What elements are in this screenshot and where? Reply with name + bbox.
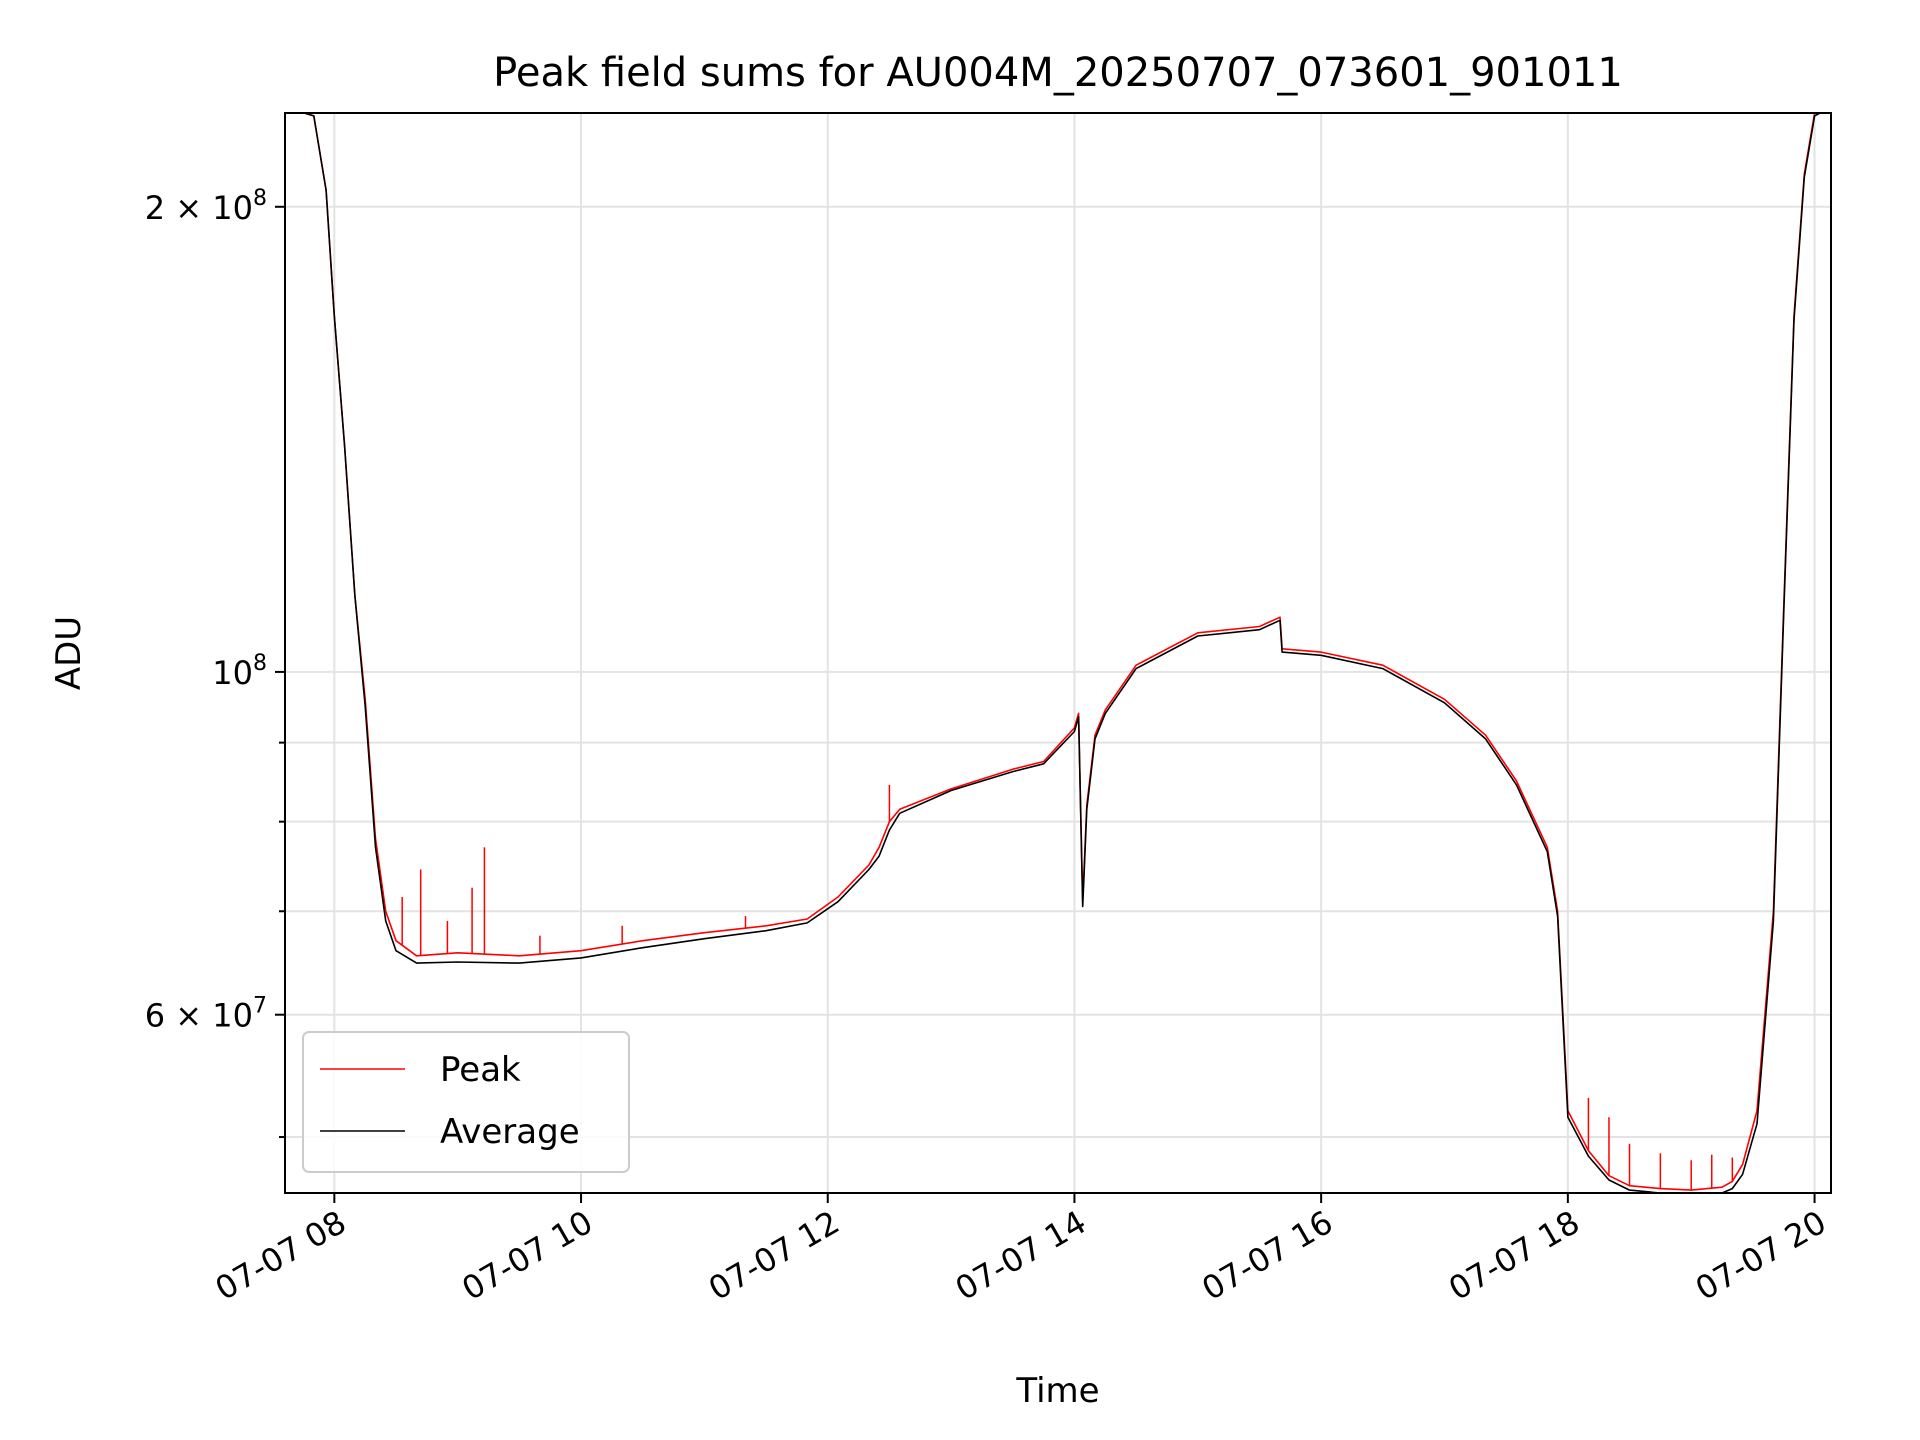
y-tick-label-base: 10 [212, 654, 253, 692]
y-tick-label: 6 × 107 [145, 994, 267, 1035]
y-tick-label-exponent: 8 [253, 651, 267, 676]
y-tick-label-exponent: 7 [253, 994, 267, 1019]
plot-series [301, 113, 1822, 1193]
legend-average-label: Average [440, 1112, 580, 1152]
series-group [301, 113, 1822, 1193]
y-tick-label-exponent: 8 [253, 186, 267, 211]
legend: Peak Average [302, 1031, 630, 1173]
y-tick-label: 2 × 108 [145, 186, 267, 227]
y-tick-label-base: 6 × 10 [145, 997, 253, 1035]
average-series-line [301, 113, 1822, 1193]
legend-peak-label: Peak [440, 1050, 521, 1090]
y-tick-label-base: 2 × 10 [145, 189, 253, 227]
chart-title: Peak field sums for AU004M_20250707_0736… [493, 50, 1623, 96]
legend-box [302, 1031, 630, 1173]
x-axis-label: Time [1015, 1371, 1099, 1411]
y-axis-label: ADU [49, 616, 89, 690]
y-tick-label: 108 [212, 651, 267, 692]
plot-frame [284, 112, 1832, 1194]
